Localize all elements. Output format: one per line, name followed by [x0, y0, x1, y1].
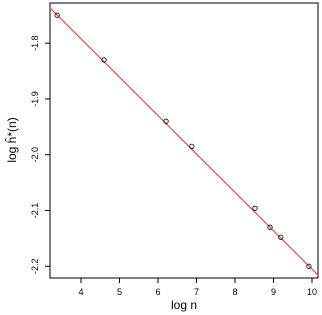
y-tick-label: -2.1	[30, 203, 40, 219]
data-point	[306, 263, 312, 269]
y-tick-label: -1.8	[30, 35, 40, 51]
x-tick-label: 8	[232, 287, 237, 297]
data-point	[101, 57, 107, 63]
y-axis-title: log ĥ*(n)	[4, 117, 19, 162]
data-point	[189, 143, 195, 149]
data-point	[278, 234, 284, 240]
data-point	[252, 205, 258, 211]
data-point	[267, 224, 273, 230]
y-tick-label: -2.2	[30, 259, 40, 275]
data-point	[54, 12, 60, 18]
data-point	[163, 118, 169, 124]
x-tick-label: 4	[78, 287, 83, 297]
x-tick-label: 5	[117, 287, 122, 297]
y-tick-label: -2.0	[30, 147, 40, 163]
x-axis-title: log n	[171, 298, 197, 312]
fit-line	[49, 7, 319, 276]
x-tick-label: 10	[307, 287, 317, 297]
x-tick-label: 9	[271, 287, 276, 297]
plot-frame	[49, 2, 319, 279]
x-tick-label: 6	[155, 287, 160, 297]
y-tick-label: -1.9	[30, 91, 40, 107]
x-tick-label: 7	[194, 287, 199, 297]
